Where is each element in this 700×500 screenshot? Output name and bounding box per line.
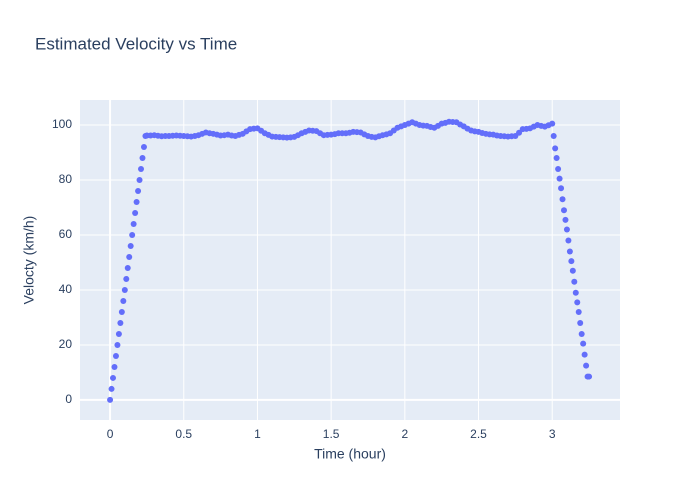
data-point — [123, 275, 130, 282]
data-point — [552, 145, 559, 152]
data-point — [133, 198, 140, 205]
data-point — [110, 374, 117, 381]
data-point — [108, 385, 115, 392]
data-point — [556, 175, 563, 182]
x-tick-label: 0 — [107, 427, 114, 441]
y-tick-label: 60 — [59, 227, 73, 241]
y-tick-label: 0 — [65, 392, 72, 406]
data-point — [558, 185, 565, 192]
y-tick-label: 40 — [59, 282, 73, 296]
data-point — [555, 166, 562, 173]
data-point — [572, 289, 579, 296]
data-point — [140, 144, 147, 151]
data-point — [563, 226, 570, 233]
x-tick-label: 3 — [549, 427, 556, 441]
data-point — [126, 253, 133, 260]
data-point — [569, 267, 576, 274]
y-tick-label: 80 — [59, 172, 73, 186]
data-point — [120, 297, 127, 304]
x-tick-label: 2.5 — [470, 427, 487, 441]
data-point — [130, 220, 137, 227]
data-point — [565, 237, 572, 244]
data-point — [111, 363, 118, 370]
x-axis-title: Time (hour) — [314, 446, 386, 462]
data-point — [583, 362, 590, 369]
data-point — [575, 308, 582, 315]
data-point — [550, 133, 557, 140]
data-point — [107, 396, 114, 403]
data-point — [553, 155, 560, 162]
data-point — [138, 166, 145, 173]
data-point — [112, 352, 119, 359]
x-tick-label: 2 — [401, 427, 408, 441]
y-tick-label: 100 — [52, 117, 72, 131]
data-point — [118, 308, 125, 315]
data-point — [132, 209, 139, 216]
x-tick-label: 0.5 — [175, 427, 192, 441]
data-point — [577, 319, 584, 326]
data-point — [121, 286, 128, 293]
data-point — [114, 341, 121, 348]
data-point — [549, 120, 556, 127]
data-point — [115, 330, 122, 337]
data-point — [136, 177, 143, 183]
data-point — [571, 278, 578, 285]
x-tick-label: 1.5 — [323, 427, 340, 441]
data-point — [127, 242, 134, 249]
data-point — [578, 330, 585, 337]
chart-title: Estimated Velocity vs Time — [35, 34, 237, 53]
data-point — [117, 319, 124, 326]
data-point — [559, 196, 566, 203]
data-point — [574, 299, 581, 306]
data-point — [580, 340, 587, 347]
data-point — [566, 248, 573, 255]
data-point — [135, 187, 142, 194]
y-tick-label: 20 — [59, 337, 73, 351]
data-point — [124, 264, 131, 271]
x-tick-label: 1 — [254, 427, 261, 441]
data-point — [516, 129, 523, 136]
data-point — [562, 216, 569, 223]
data-point — [560, 207, 567, 214]
data-point — [586, 373, 593, 380]
data-point — [139, 155, 146, 162]
y-axis-title: Velocty (km/h) — [21, 216, 37, 305]
plot-area — [80, 100, 620, 420]
data-point — [129, 231, 136, 238]
data-point — [581, 351, 588, 358]
data-point — [568, 258, 575, 265]
